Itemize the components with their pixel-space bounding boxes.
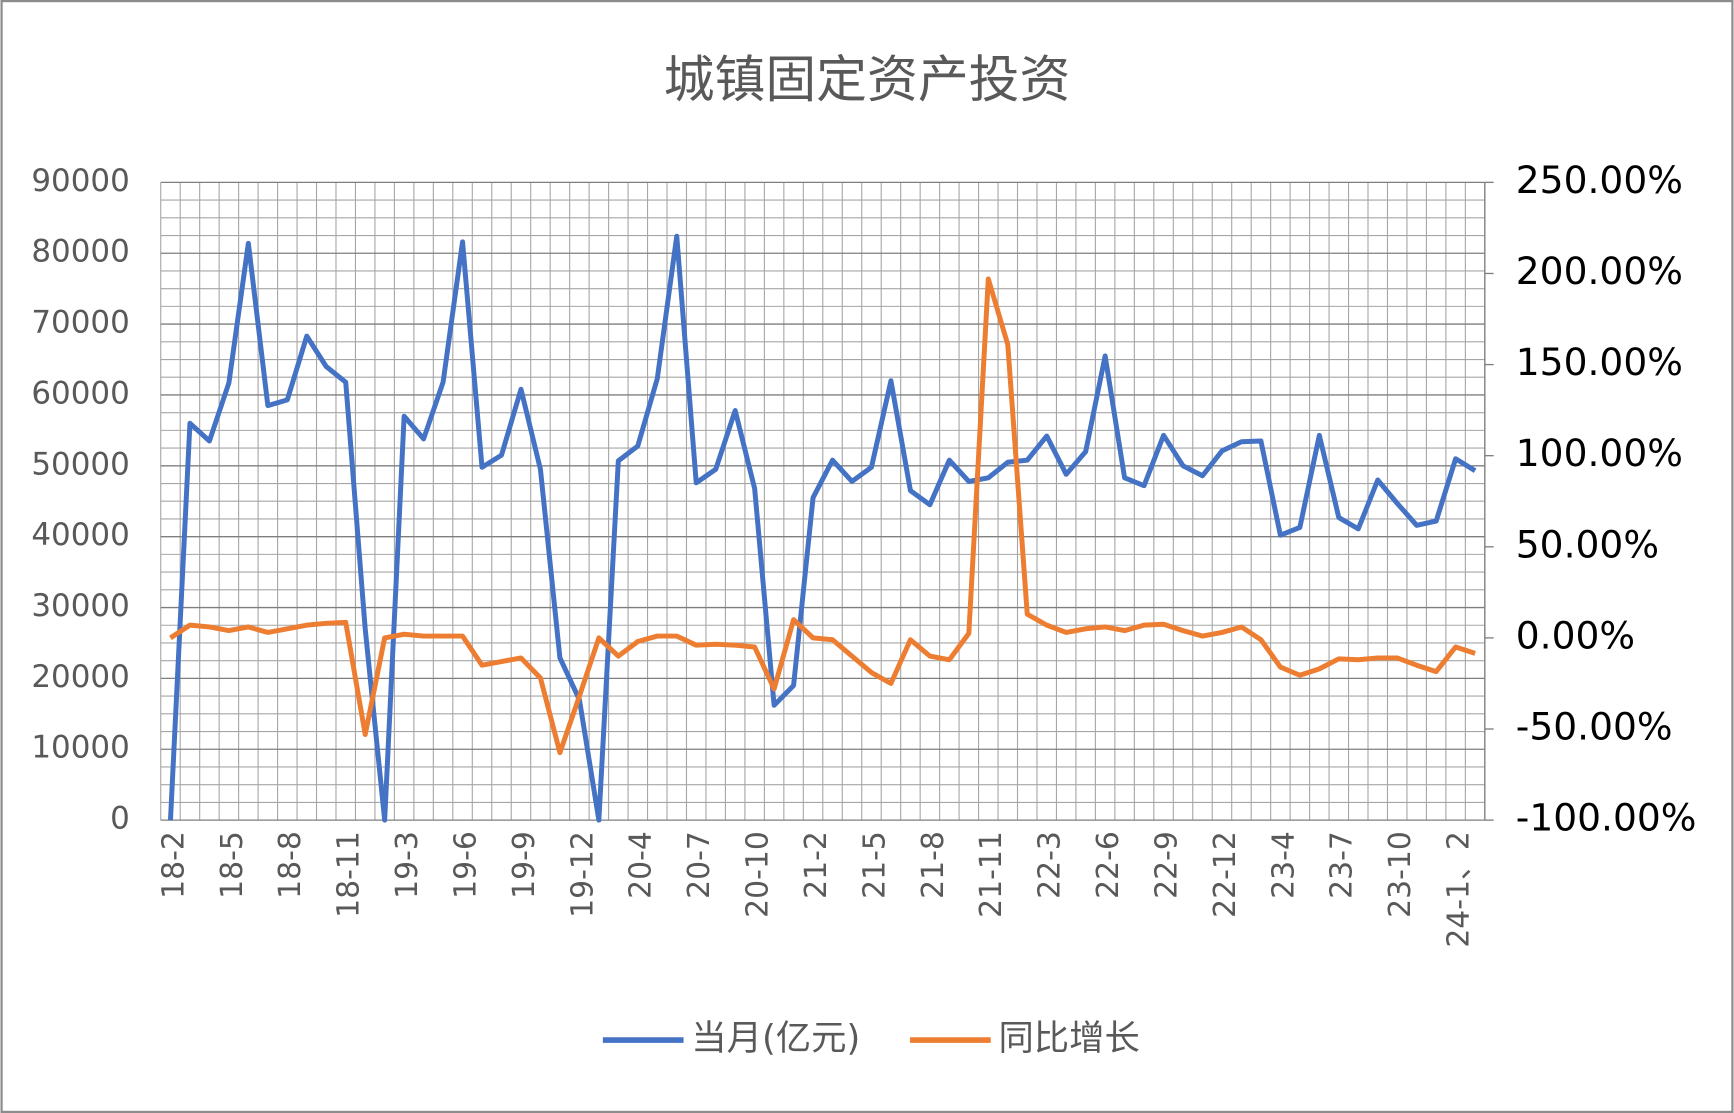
x-tick-label: 22-6 <box>1091 831 1126 899</box>
y2-tick-label: 0.00% <box>1516 613 1635 657</box>
legend-label: 当月(亿元) <box>691 1018 860 1059</box>
y-tick-label: 80000 <box>31 234 129 270</box>
y2-tick-label: 100.00% <box>1516 431 1683 475</box>
y-tick-label: 60000 <box>31 375 129 411</box>
x-tick-label: 18-2 <box>156 831 191 899</box>
x-tick-label: 23-10 <box>1383 831 1418 918</box>
x-tick-label: 22-3 <box>1033 831 1068 899</box>
y-tick-label: 10000 <box>31 730 129 766</box>
series-line <box>167 233 1477 823</box>
y-tick-label: 50000 <box>31 446 129 482</box>
x-tick-label: 23-7 <box>1325 831 1360 899</box>
y-tick-label: 40000 <box>31 517 129 553</box>
x-tick-label: 22-9 <box>1149 831 1184 899</box>
x-tick-label: 19-3 <box>390 831 425 899</box>
x-tick-label: 18-5 <box>215 831 250 899</box>
y2-tick-label: 250.00% <box>1516 158 1683 202</box>
y2-tick-label: -100.00% <box>1516 796 1697 840</box>
x-tick-label: 19-12 <box>565 831 600 918</box>
y2-tick-label: 50.00% <box>1516 522 1659 566</box>
x-tick-label: 21-8 <box>916 831 951 899</box>
x-tick-label: 19-6 <box>448 831 483 899</box>
x-tick-label: 22-12 <box>1208 831 1243 918</box>
y-tick-label: 70000 <box>31 305 129 341</box>
x-tick-label: 21-11 <box>974 831 1009 918</box>
x-tick-label: 18-11 <box>332 831 367 918</box>
x-tick-label: 20-7 <box>682 831 717 899</box>
legend-label: 同比增长 <box>998 1018 1139 1059</box>
x-tick-label: 24-1、2 <box>1442 831 1477 948</box>
x-tick-label: 20-4 <box>624 831 659 899</box>
x-tick-label: 18-8 <box>273 831 308 899</box>
y-tick-label: 30000 <box>31 588 129 624</box>
y2-tick-label: 150.00% <box>1516 340 1683 384</box>
y2-tick-label: 200.00% <box>1516 249 1683 293</box>
x-tick-label: 23-4 <box>1266 831 1301 899</box>
y-tick-label: 90000 <box>31 163 129 199</box>
x-tick-label: 20-10 <box>741 831 776 918</box>
chart-title: 城镇固定资产投资 <box>664 50 1071 109</box>
x-tick-label: 21-5 <box>857 831 892 899</box>
y2-tick-label: -50.00% <box>1516 704 1673 748</box>
y-tick-label: 20000 <box>31 659 129 695</box>
marks <box>167 233 1477 823</box>
x-tick-label: 19-9 <box>507 831 542 899</box>
x-tick-label: 21-2 <box>799 831 834 899</box>
y-tick-label: 0 <box>110 801 130 837</box>
series-line <box>169 276 1476 756</box>
